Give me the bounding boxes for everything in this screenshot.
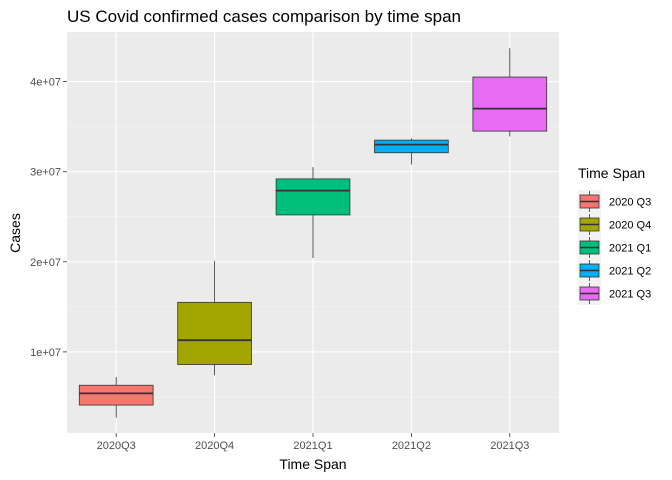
legend-item: 2020 Q3 [578, 190, 651, 213]
x-tick-label: 2020Q4 [195, 440, 234, 452]
y-axis: 1e+07 2e+07 3e+07 4e+07 [30, 77, 67, 359]
box-iqr [374, 139, 449, 154]
legend-label: 2021 Q1 [609, 243, 651, 255]
x-tick-label: 2021Q3 [490, 440, 529, 452]
legend-item: 2021 Q2 [578, 259, 651, 282]
x-axis-title: Time Span [279, 456, 346, 472]
x-tick-label: 2020Q3 [97, 440, 136, 452]
box-2020Q3 [78, 377, 154, 418]
box-2020Q4 [177, 260, 252, 376]
x-tick-label: 2021Q2 [392, 440, 431, 452]
y-tick-label: 2e+07 [30, 257, 61, 269]
legend-items: 2020 Q3 2020 Q4 2021 Q1 2021 Q2 2021 Q3 [578, 190, 651, 305]
legend-label: 2020 Q3 [609, 197, 651, 209]
y-axis-title: Cases [7, 213, 23, 253]
box-iqr [275, 178, 351, 216]
y-tick-label: 4e+07 [30, 77, 61, 89]
y-tick-label: 1e+07 [30, 347, 61, 359]
box-2021Q2 [374, 138, 449, 165]
x-axis: 2020Q3 2020Q4 2021Q1 2021Q2 2021Q3 [97, 433, 529, 452]
box-2021Q3 [472, 48, 548, 137]
legend-label: 2021 Q3 [609, 289, 651, 301]
box-iqr [472, 76, 548, 132]
box-iqr [177, 301, 252, 365]
boxes [78, 48, 548, 418]
box-2021Q1 [275, 167, 351, 259]
legend-item: 2021 Q1 [578, 236, 651, 259]
legend-item: 2020 Q4 [578, 213, 651, 236]
legend-label: 2020 Q4 [609, 220, 651, 232]
legend-label: 2021 Q2 [609, 266, 651, 278]
x-tick-label: 2021Q1 [293, 440, 332, 452]
legend-item: 2021 Q3 [578, 282, 651, 305]
box-iqr [78, 384, 154, 406]
chart-title: US Covid confirmed cases comparison by t… [67, 7, 461, 26]
legend-title: Time Span [578, 165, 645, 181]
y-tick-label: 3e+07 [30, 167, 61, 179]
